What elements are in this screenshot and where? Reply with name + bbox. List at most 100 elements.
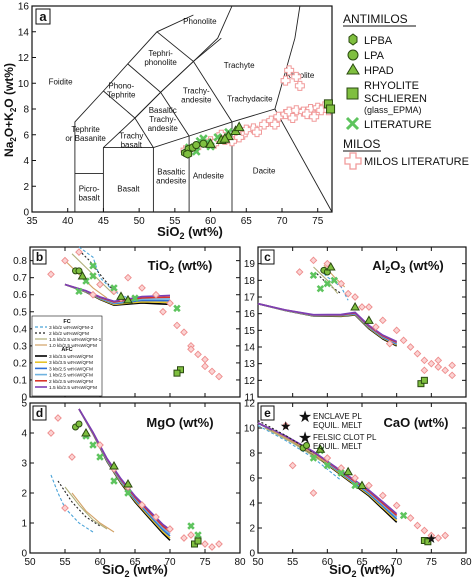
a-xtick-label: 65 [241, 216, 253, 227]
tas-point [309, 111, 320, 122]
tas-point [192, 140, 201, 150]
enclave-star-point: ★ [280, 419, 292, 434]
milos-point [75, 248, 83, 256]
milos-point [441, 366, 450, 375]
lpa-point [303, 442, 311, 449]
panel-e-legend: ★ ENCLAVE PL EQUIL. MELT ★ FELSIC CLOT P… [298, 409, 377, 451]
literature-point [96, 453, 104, 461]
legend-e-melt1: EQUIL. MELT [313, 421, 362, 430]
ytick-label: 0.5 [13, 307, 27, 318]
ytick-label: 17 [244, 293, 256, 304]
milos-point [420, 526, 429, 535]
hpad-point [123, 294, 133, 304]
literature-point [351, 481, 359, 490]
ytick-label: 0.8 [13, 256, 27, 267]
felsic-star-icon: ★ [298, 430, 312, 447]
literature-point [330, 276, 338, 285]
tas-field-label: Basaltic [157, 168, 185, 177]
tas-point [269, 119, 280, 130]
xtick-label: 75 [426, 557, 438, 568]
ytick-label: 0.3 [13, 341, 27, 352]
panel-b: 0 0.1 0.2 0.3 0.4 0.5 0.6 0.7 0.8 b TiO2 (wt%) F… [13, 246, 241, 404]
literature-point [323, 461, 332, 470]
milos-point [337, 279, 346, 288]
tas-field-label: Picro- [79, 184, 100, 193]
a-ytick-label: 4 [23, 156, 29, 167]
legend-square-icon [346, 87, 359, 100]
legend-item-rhyolite: RHYOLITE [364, 80, 419, 92]
milos-point [201, 362, 209, 371]
milos-point [89, 290, 97, 299]
xtick-label: 50 [24, 557, 36, 568]
legend-plus-icon [344, 152, 362, 170]
milos-point [323, 454, 332, 462]
panel-d-data-points [47, 414, 223, 551]
tas-field-label: Phonolite [183, 17, 217, 26]
literature-point [131, 294, 139, 302]
tas-field-label: phonolite [144, 58, 177, 67]
milos-point [344, 289, 352, 298]
tas-field-label: Basaltic [149, 106, 177, 115]
tas-point [259, 119, 270, 130]
legend-e-melt2: EQUIL. MELT [313, 442, 362, 451]
milos-point [54, 414, 62, 422]
milos-point [180, 534, 188, 542]
panel-d-xlabel: SiO2 (wt%) [102, 562, 168, 579]
literature-point [89, 272, 97, 280]
milos-point [180, 328, 188, 337]
ytick-label: 6 [249, 474, 255, 485]
a-xtick-label: 75 [312, 216, 324, 227]
a-xtick-label: 55 [169, 216, 181, 227]
milos-point [420, 356, 429, 365]
a-ytick-label: 12 [18, 53, 30, 64]
literature-point [337, 469, 345, 477]
a-xtick-label: 50 [134, 216, 146, 227]
tas-boundary-13 [193, 37, 222, 62]
milos-point [152, 290, 160, 299]
ytick-label: 0.4 [13, 324, 27, 335]
milos-point [413, 349, 422, 358]
milos-point [201, 540, 209, 548]
milos-point [365, 481, 373, 490]
xtick-label: 80 [234, 557, 246, 568]
legend-fc-item: 1.5 kb/2.5 wt%W/QFM-1 [49, 337, 102, 343]
xtick-label: 65 [356, 557, 368, 568]
tas-field-label: andesite [181, 96, 212, 105]
milos-point [208, 367, 216, 376]
tas-point [234, 132, 245, 143]
panel-d-label: d [36, 406, 43, 420]
tas-point [287, 113, 298, 124]
hpad-point [123, 478, 133, 488]
tas-boundary-5 [274, 108, 333, 213]
ytick-label: 2 [21, 489, 27, 500]
lpa-point [75, 267, 83, 275]
fc-model-line [264, 427, 321, 461]
xtick-label: 55 [287, 557, 299, 568]
xtick-label: 70 [164, 557, 176, 568]
ytick-label: 13 [244, 359, 256, 370]
milos-point [448, 371, 456, 380]
legend-afc-item: 3 kb/2.5 wt%W/QFM [49, 366, 93, 372]
tas-field-label: Foidite [49, 78, 74, 87]
tas-field-label: Dacite [253, 166, 276, 175]
panel-b-data-points [47, 248, 223, 381]
tas-point [219, 132, 231, 143]
tas-field-label: Trachy- [183, 87, 210, 96]
ytick-label: 10 [244, 424, 256, 435]
panel-e-label-box [260, 405, 275, 421]
tas-field-label: Andesite [193, 172, 225, 181]
milos-point [385, 339, 394, 348]
milos-point [365, 303, 373, 311]
milos-point [166, 525, 174, 533]
tas-boundary-12 [160, 61, 194, 93]
hpad-point [343, 466, 353, 476]
tas-point [280, 75, 291, 86]
milos-point [138, 284, 146, 292]
tas-field-label: andesite [156, 177, 187, 186]
legend-a: ANTIMILOS LPBA LPA HPAD RHYOLITE SCHLIER… [343, 12, 469, 170]
milos-point [309, 256, 318, 265]
ytick-label: 0 [21, 549, 27, 560]
legend-circle-icon [347, 49, 359, 61]
a-xtick-label: 60 [205, 216, 217, 227]
